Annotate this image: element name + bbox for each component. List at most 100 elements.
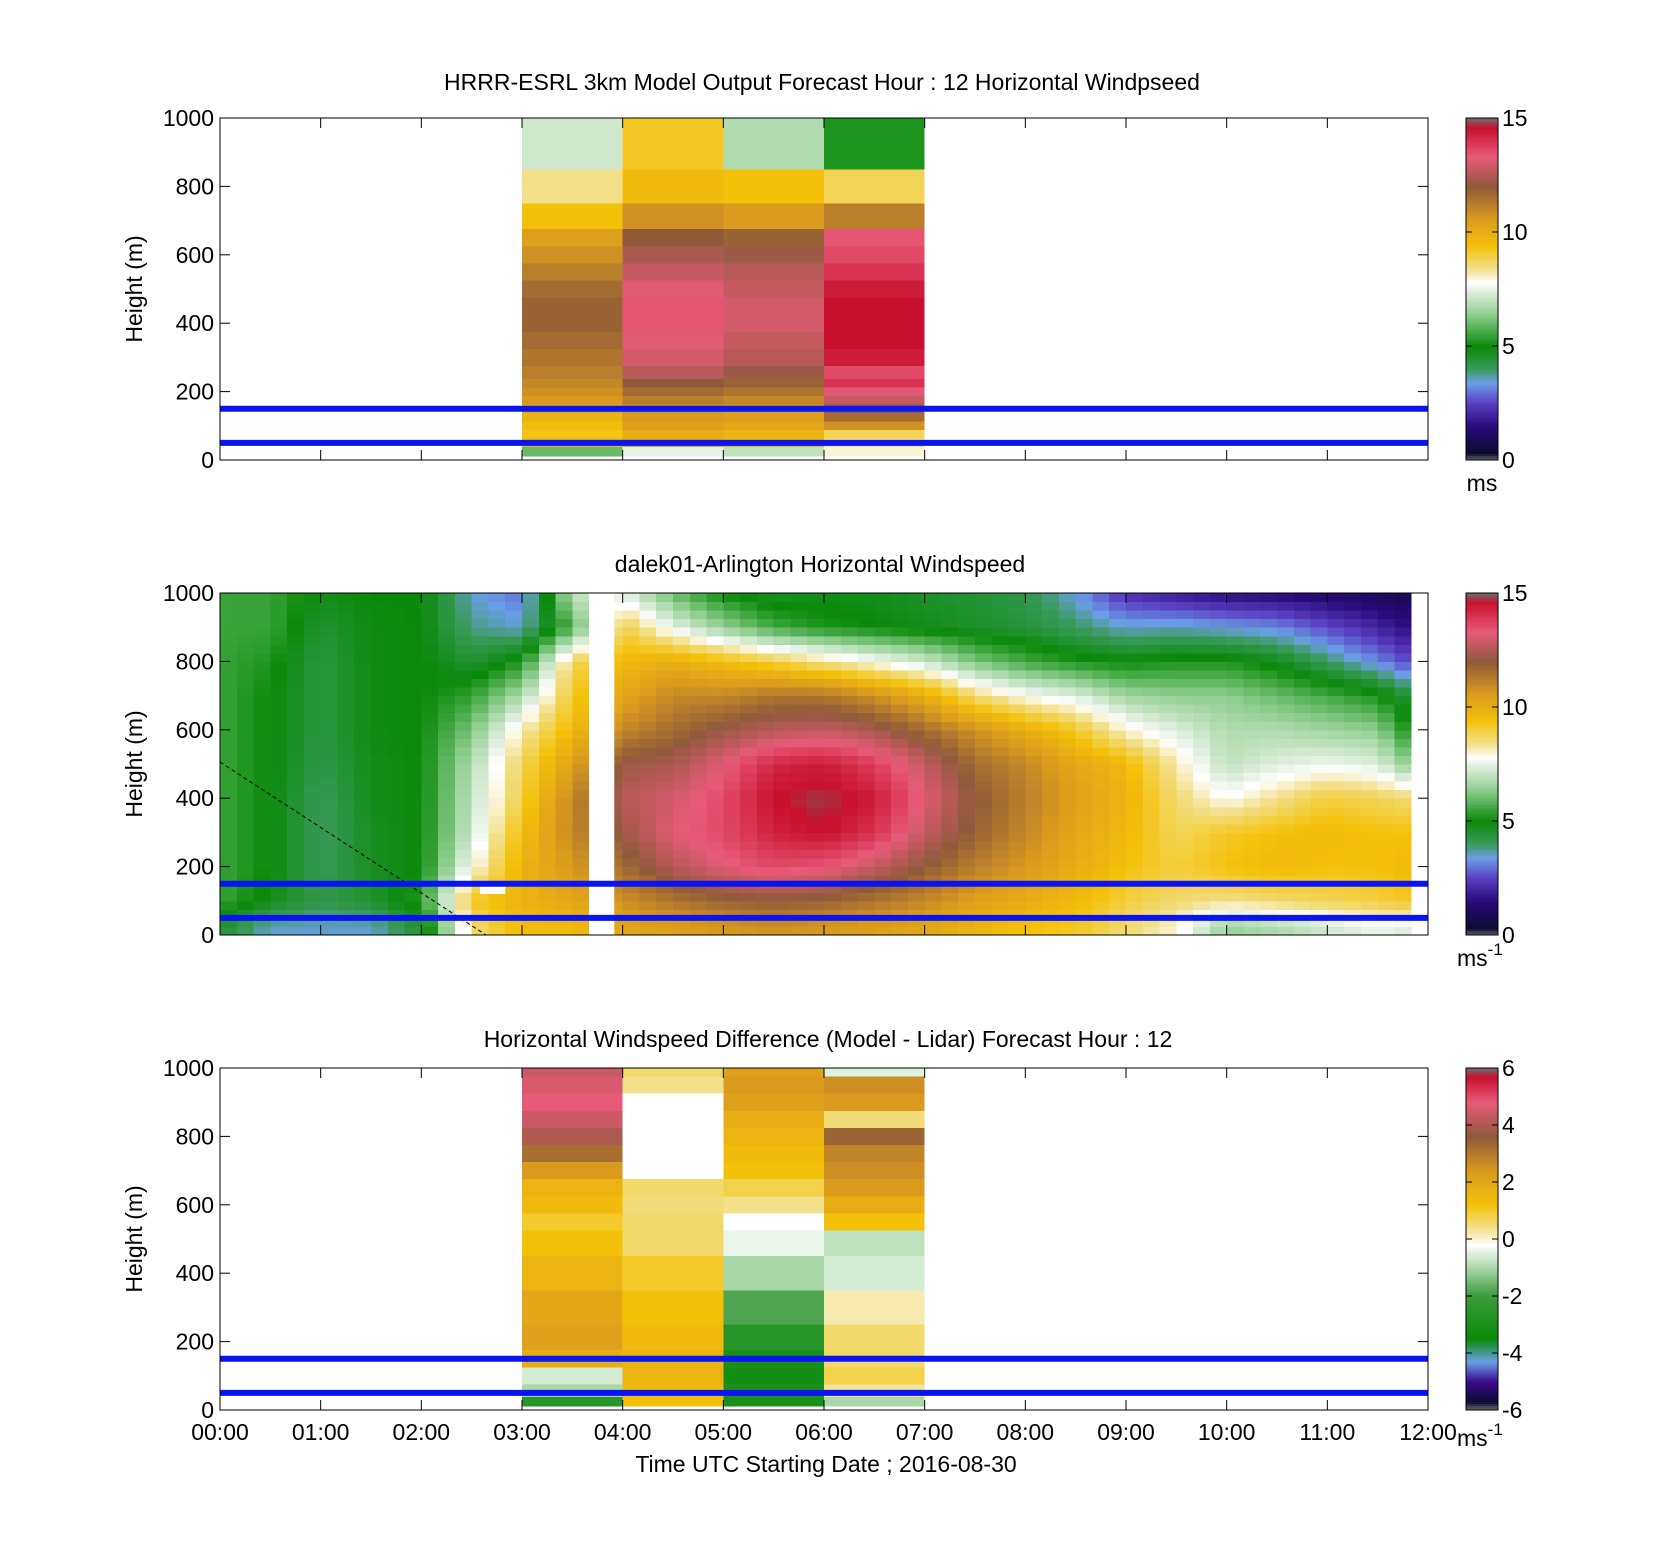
heatmap-cell (689, 764, 708, 774)
heatmap-cell (723, 280, 824, 298)
heatmap-cell (287, 669, 305, 679)
heatmap-cell (1126, 721, 1144, 731)
heatmap-cell (572, 669, 590, 679)
colorbar-swatch (1466, 1213, 1498, 1217)
heatmap-cell (605, 661, 624, 671)
heatmap-cell (555, 618, 573, 628)
heatmap-cell (555, 849, 573, 859)
heatmap-cell (673, 678, 691, 688)
heatmap-cell (471, 917, 489, 927)
heatmap-cell (287, 652, 305, 662)
colorbar-swatch (1466, 643, 1498, 647)
heatmap-cell (1109, 772, 1127, 782)
heatmap-cell (1293, 832, 1312, 842)
heatmap-cell (1327, 764, 1345, 774)
heatmap-cell (505, 704, 523, 714)
heatmap-cell (1394, 610, 1412, 620)
heatmap-cell (1042, 610, 1060, 620)
colorbar-tick-label: 15 (1502, 580, 1528, 606)
heatmap-cell (622, 789, 640, 799)
heatmap-cell (689, 678, 708, 688)
heatmap-cell (1075, 669, 1093, 679)
heatmap-cell (975, 926, 993, 936)
heatmap-cell (840, 866, 859, 876)
heatmap-cell (924, 687, 942, 697)
heatmap-cell (454, 883, 473, 893)
heatmap-cell (1142, 601, 1161, 611)
heatmap-cell (1193, 764, 1211, 774)
heatmap-cell (622, 378, 724, 388)
heatmap-cell (1058, 909, 1077, 919)
heatmap-cell (790, 781, 808, 791)
heatmap-cell (538, 917, 557, 927)
heatmap-cell (740, 678, 758, 688)
colorbar-swatch (1466, 405, 1498, 409)
heatmap-cell (756, 618, 775, 628)
colorbar-swatch (1466, 604, 1498, 608)
colorbar-swatch (1466, 720, 1498, 724)
heatmap-cell (1058, 644, 1077, 654)
heatmap-cell (404, 687, 422, 697)
heatmap-cell (958, 712, 976, 722)
heatmap-cell (1344, 832, 1362, 842)
heatmap-cell (488, 764, 506, 774)
heatmap-cell (706, 764, 724, 774)
heatmap-cell (1243, 678, 1261, 688)
heatmap-cell (287, 746, 305, 756)
heatmap-cell (807, 823, 825, 833)
heatmap-cell (354, 669, 372, 679)
heatmap-cell (421, 661, 439, 671)
heatmap-cell (1126, 704, 1144, 714)
heatmap-cell (1377, 661, 1395, 671)
heatmap-cell (471, 652, 489, 662)
heatmap-cell (522, 246, 623, 264)
heatmap-cell (538, 806, 557, 816)
heatmap-cell (1176, 789, 1194, 799)
heatmap-cell (773, 652, 791, 662)
heatmap-cell (1142, 866, 1161, 876)
heatmap-cell (622, 712, 640, 722)
heatmap-cell (1176, 875, 1194, 885)
heatmap-cell (840, 618, 859, 628)
heatmap-cell (320, 695, 338, 705)
heatmap-cell (673, 704, 691, 714)
heatmap-cell (689, 635, 708, 645)
heatmap-cell (1109, 618, 1127, 628)
heatmap-cell (1126, 593, 1144, 603)
colorbar-swatch (1466, 882, 1498, 886)
colorbar-swatch (1466, 1403, 1498, 1407)
heatmap-cell (220, 695, 238, 705)
heatmap-cell (1344, 789, 1362, 799)
heatmap-cell (824, 695, 842, 705)
heatmap-cell (807, 806, 825, 816)
colorbar-swatch (1466, 1070, 1498, 1074)
colorbar-swatch (1466, 1296, 1498, 1299)
heatmap-cell (505, 712, 523, 722)
heatmap-cell (1260, 840, 1278, 850)
heatmap-cell (941, 781, 959, 791)
colorbar-swatch (1466, 138, 1498, 142)
heatmap-cell (471, 678, 489, 688)
heatmap-cell (622, 832, 640, 842)
heatmap-cell (371, 755, 389, 765)
heatmap-cell (622, 593, 640, 603)
heatmap-cell (438, 917, 456, 927)
heatmap-cell (840, 729, 859, 739)
colorbar-tick-label: -6 (1502, 1397, 1522, 1423)
heatmap-cell (840, 840, 859, 850)
heatmap-cell (723, 875, 741, 885)
heatmap-cell (270, 695, 288, 705)
heatmap-cell (907, 806, 926, 816)
colorbar-swatch (1466, 1407, 1498, 1411)
heatmap-cell (874, 729, 892, 739)
heatmap-cell (991, 866, 1010, 876)
heatmap-cell (404, 712, 422, 722)
heatmap-cell (622, 430, 724, 439)
heatmap-cell (303, 806, 322, 816)
heatmap-cell (1243, 755, 1261, 765)
heatmap-cell (471, 840, 489, 850)
heatmap-cell (1109, 601, 1127, 611)
heatmap-cell (622, 1076, 724, 1094)
colorbar-swatch (1466, 131, 1498, 135)
heatmap-cell (404, 593, 422, 603)
